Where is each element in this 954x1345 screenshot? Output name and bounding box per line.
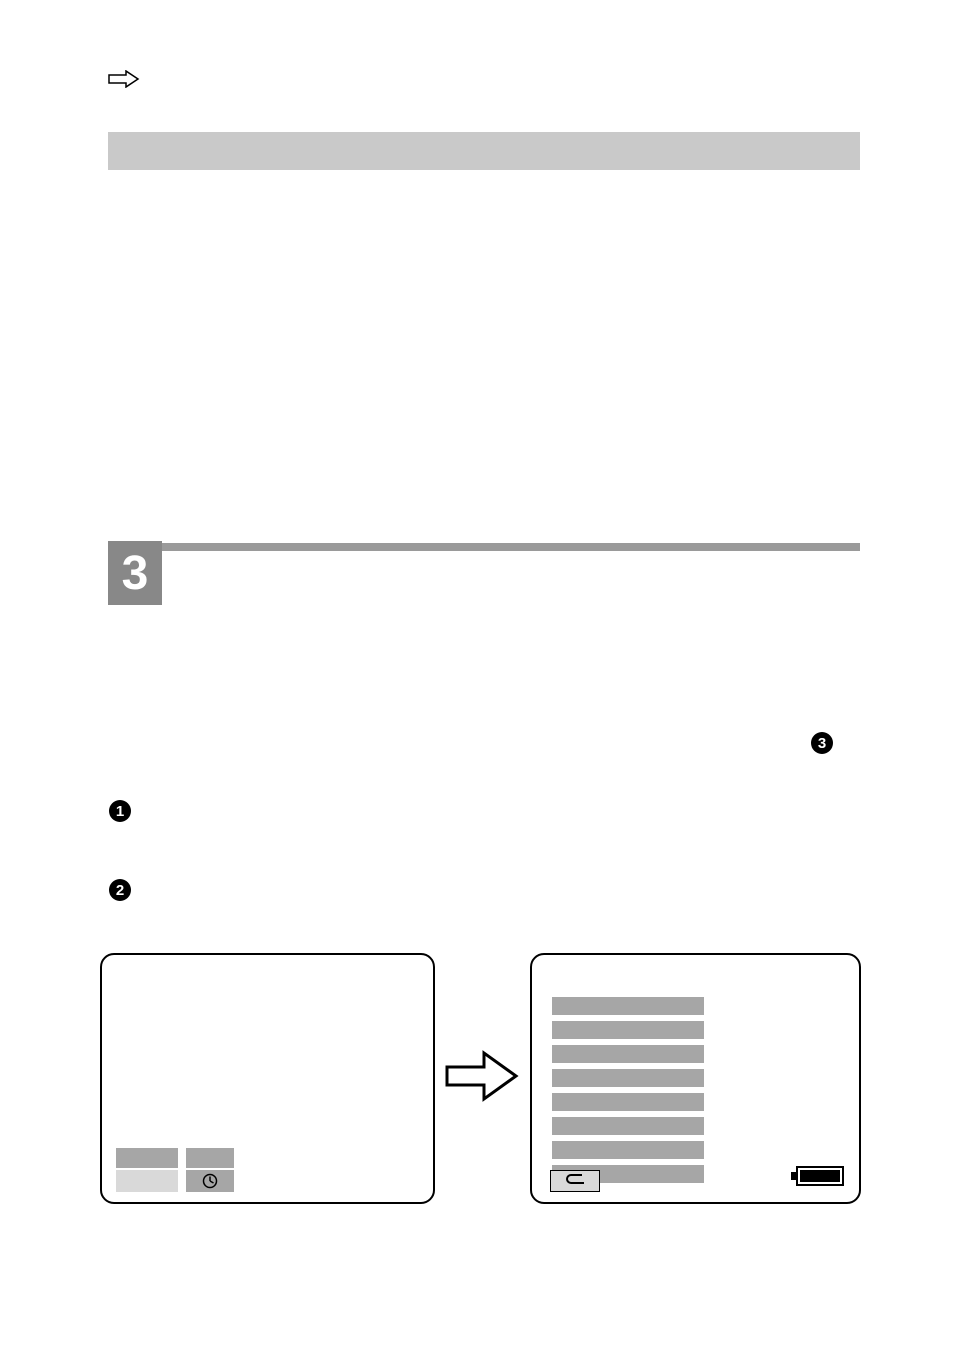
return-icon — [562, 1172, 588, 1191]
screen-panel-after — [530, 953, 861, 1204]
menu-item[interactable] — [552, 997, 704, 1015]
section-header-bar — [108, 132, 860, 170]
toolbar-block-a — [116, 1148, 178, 1168]
bottom-toolbar — [116, 1148, 234, 1192]
clock-button[interactable] — [186, 1170, 234, 1192]
battery-icon — [789, 1165, 845, 1192]
transition-arrow-icon — [444, 1050, 520, 1107]
screen-panel-before — [100, 953, 435, 1204]
toolbar-block-c — [116, 1170, 178, 1192]
bullet-2-icon: 2 — [108, 878, 132, 907]
clock-icon — [202, 1173, 218, 1189]
menu-item[interactable] — [552, 1117, 704, 1135]
bullet-1-icon: 1 — [108, 799, 132, 828]
menu-item[interactable] — [552, 1141, 704, 1159]
menu-item[interactable] — [552, 1093, 704, 1111]
toolbar-block-b — [186, 1148, 234, 1168]
bullet-3-label: 3 — [818, 735, 826, 752]
menu-item[interactable] — [552, 1021, 704, 1039]
bullet-1-label: 1 — [116, 803, 124, 820]
bullet-3-icon: 3 — [810, 731, 834, 760]
return-button[interactable] — [550, 1170, 600, 1192]
continuation-arrow-icon — [108, 70, 140, 93]
step-number: 3 — [122, 546, 149, 601]
menu-item[interactable] — [552, 1045, 704, 1063]
page-root: 3 3 1 2 — [0, 0, 954, 1345]
bullet-2-label: 2 — [116, 882, 124, 899]
menu-item[interactable] — [552, 1069, 704, 1087]
step-badge: 3 — [108, 541, 162, 605]
step-divider-line — [162, 543, 860, 551]
menu-list — [552, 997, 704, 1189]
